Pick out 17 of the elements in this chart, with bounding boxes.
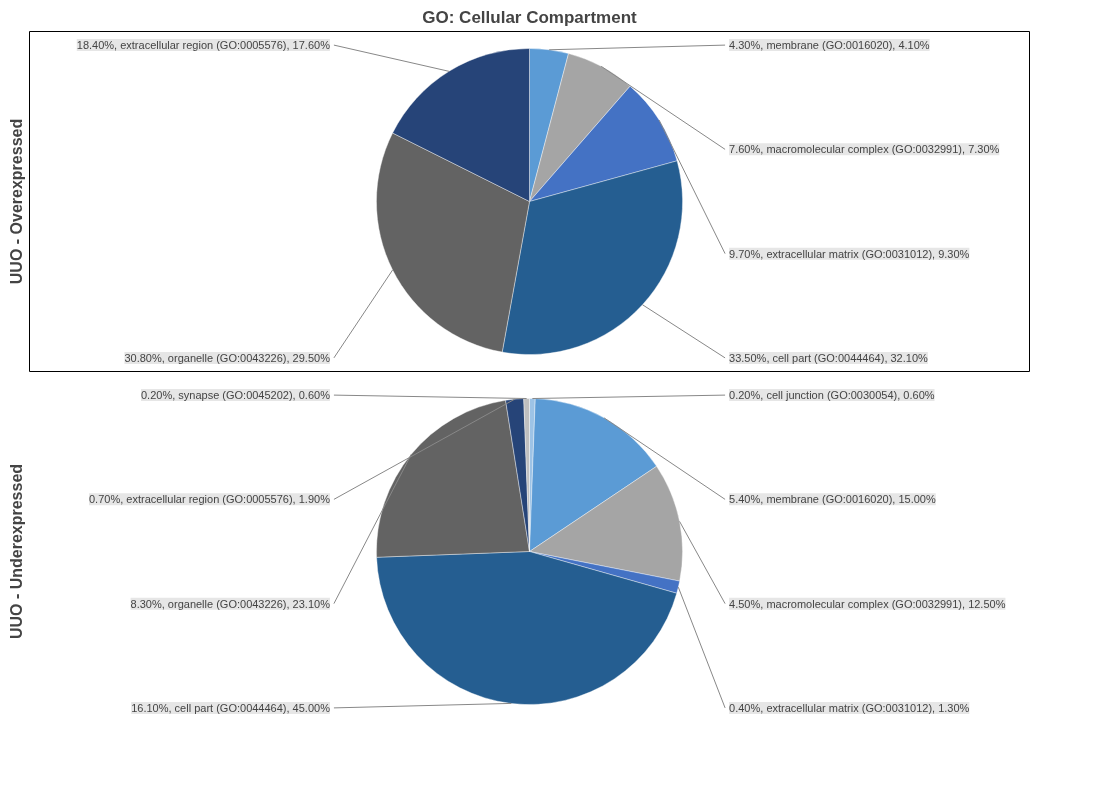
slice-label: 33.50%, cell part (GO:0044464), 32.10% [729, 351, 929, 364]
slice-label: 0.70%, extracellular region (GO:0005576), 1.90% [89, 493, 331, 506]
text: UUO - Underexpressed [7, 463, 25, 640]
slice-label: 9.70%, extracellular matrix (GO:0031012), 9.30% [729, 247, 970, 260]
slice-label: 5.40%, membrane (GO:0016020), 15.00% [729, 493, 936, 506]
slice-label: 4.30%, membrane (GO:0016020), 4.10% [729, 39, 930, 52]
slice-label: 30.80%, organelle (GO:0043226), 29.50% [124, 351, 331, 364]
slice-label: 16.10%, cell part (GO:0044464), 45.00% [131, 701, 331, 714]
slice-label: 0.20%, synapse (GO:0045202), 0.60% [140, 389, 331, 402]
slice-label: 0.20%, cell junction (GO:0030054), 0.60% [729, 389, 935, 402]
slice-label: 8.30%, organelle (GO:0043226), 23.10% [130, 597, 331, 610]
slice-label: 18.40%, extracellular region (GO:0005576), 17.60% [76, 39, 331, 52]
text: UUO - Overexpressed [7, 118, 25, 285]
chart-title: GO: Cellular Compartment [422, 7, 638, 27]
slice-label: 7.60%, macromolecular complex (GO:0032991), 7.30% [729, 143, 1000, 156]
slice-label: 0.40%, extracellular matrix (GO:0031012), 1.30% [729, 701, 970, 714]
slice-label: 4.50%, macromolecular complex (GO:0032991), 12.50% [729, 597, 1006, 610]
